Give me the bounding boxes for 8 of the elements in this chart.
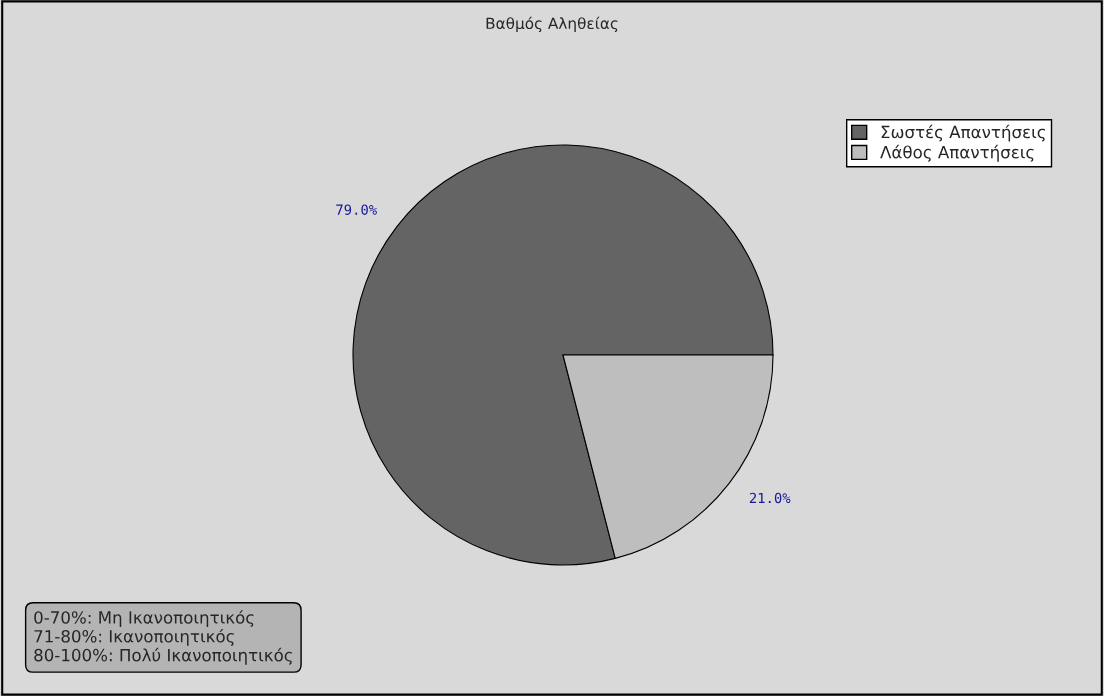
text: 0-70%: Μη Ικανοποιητικός	[34, 610, 254, 628]
text: 71-80%: Ικανοποιητικός	[34, 629, 234, 646]
data-label: 21.0%	[749, 492, 791, 504]
legend-label: Σωστές Απαντήσεις	[881, 124, 1045, 142]
data-label: 79.0%	[336, 204, 377, 215]
chart-title: Βαθμός Αληθείας	[486, 16, 618, 33]
legend-label: Λάθος Απαντήσεις	[880, 144, 1034, 162]
text: 80-100%: Πολύ Ικανοποιητικός	[34, 647, 292, 665]
